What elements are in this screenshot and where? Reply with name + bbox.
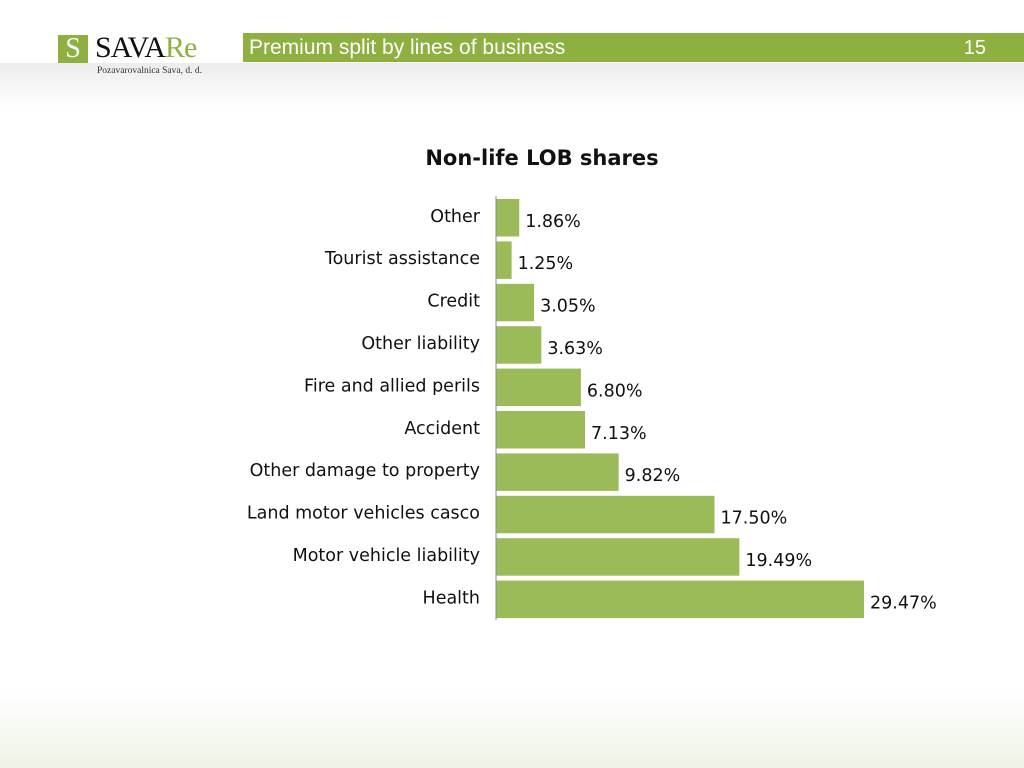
page-number: 15 <box>963 37 986 59</box>
bar <box>496 326 542 364</box>
bar <box>496 368 581 407</box>
chart-title: Non-life LOB shares <box>425 146 659 170</box>
category-label: Fire and allied perils <box>304 376 480 396</box>
bar <box>496 580 864 619</box>
data-label: 3.63% <box>547 339 603 359</box>
header-background-band <box>0 63 1024 108</box>
data-label: 6.80% <box>587 381 643 401</box>
data-label: 9.82% <box>625 466 681 486</box>
category-label: Tourist assistance <box>324 249 480 269</box>
category-label: Land motor vehicles casco <box>247 504 480 524</box>
bar <box>496 453 619 491</box>
category-label: Other <box>430 207 480 227</box>
data-label: 7.13% <box>591 424 647 444</box>
bar <box>496 411 586 449</box>
slide-title: Premium split by lines of business <box>249 36 566 59</box>
bar <box>496 199 520 237</box>
bar <box>496 241 512 279</box>
data-label: 3.05% <box>540 297 596 317</box>
bar <box>496 495 715 534</box>
data-label: 17.50% <box>721 509 788 529</box>
data-label: 29.47% <box>870 593 937 613</box>
logo-subtitle: Pozavarovalnica Sava, d. d. <box>97 66 202 76</box>
category-label: Other liability <box>361 334 480 354</box>
slide-header-bar: Premium split by lines of business 15 <box>243 33 1024 62</box>
bar <box>496 283 535 322</box>
bar <box>496 538 740 576</box>
data-label: 19.49% <box>745 551 812 571</box>
category-label: Credit <box>427 292 480 312</box>
category-label: Health <box>423 588 480 608</box>
data-label: 1.86% <box>525 212 581 232</box>
category-label: Motor vehicle liability <box>293 546 480 566</box>
logo-wordmark: SAVARe <box>95 31 197 64</box>
data-label: 1.25% <box>518 254 574 274</box>
logo-s-mark: S <box>58 35 88 63</box>
category-label: Other damage to property <box>250 461 480 481</box>
footer-background-band <box>0 690 1024 768</box>
category-label: Accident <box>404 419 480 439</box>
